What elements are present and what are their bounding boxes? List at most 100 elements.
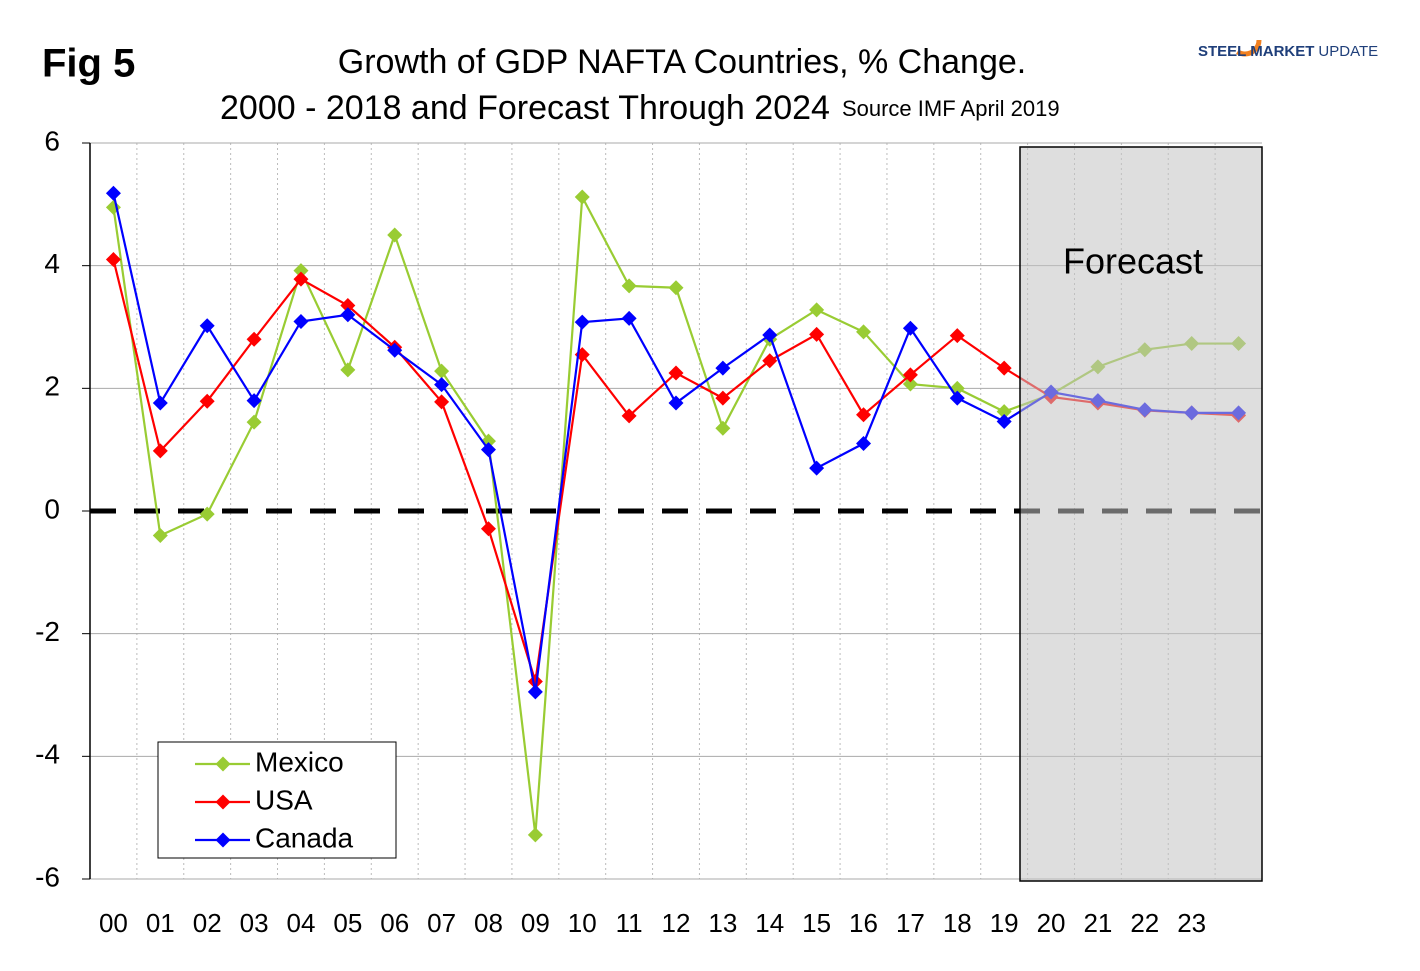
x-tick-label: 15 [802,908,831,938]
point [668,395,684,411]
point [902,367,918,383]
point [340,307,356,323]
point [105,185,121,201]
x-tick-label: 20 [1037,908,1066,938]
point [527,684,543,700]
point [809,302,825,318]
point [621,310,637,326]
x-tick-label: 02 [193,908,222,938]
point [902,376,918,392]
x-tick-label: 10 [568,908,597,938]
point [152,528,168,544]
y-tick-label: 6 [44,125,60,156]
logo: STEEL MARKET UPDATE [1198,23,1378,60]
point [668,280,684,296]
point [199,506,215,522]
point [949,390,965,406]
point [246,331,262,347]
x-tick-label: 09 [521,908,550,938]
y-tick-label: 2 [44,371,60,402]
y-tick-label: 0 [44,493,60,524]
point [996,413,1012,429]
x-tick-label: 00 [99,908,128,938]
x-tick-label: 14 [755,908,784,938]
point [293,313,309,329]
point [856,436,872,452]
point [809,326,825,342]
subtitle-line: 2000 - 2018 and Forecast Through 2024 Sou… [220,89,1060,127]
x-tick-label: 01 [146,908,175,938]
y-tick-label: -6 [35,861,60,892]
point [856,407,872,423]
legend: Mexico USA Canada [157,741,397,859]
x-tick-label: 19 [990,908,1019,938]
point [668,365,684,381]
x-tick-label: 03 [240,908,269,938]
point [480,521,496,537]
logo-light: UPDATE [1318,43,1378,60]
x-tick-label: 22 [1130,908,1159,938]
chart-title: Growth of GDP NAFTA Countries, % Change. [338,43,1026,81]
point [480,442,496,458]
point [996,404,1012,420]
x-tick-label: 16 [849,908,878,938]
point [340,298,356,314]
point [105,252,121,268]
point [246,393,262,409]
point [574,314,590,330]
x-tick-label: 12 [662,908,691,938]
point [762,353,778,369]
point [387,342,403,358]
point [152,443,168,459]
logo-text: STEEL MARKET UPDATE [1198,43,1378,60]
x-tick-label: 06 [380,908,409,938]
point [715,390,731,406]
x-tick-label: 13 [708,908,737,938]
point [574,189,590,205]
point [434,394,450,410]
point [809,460,825,476]
x-tick-label: 07 [427,908,456,938]
point [902,320,918,336]
x-tick-label: 05 [333,908,362,938]
point [949,328,965,344]
point [199,393,215,409]
logo-swoosh [1228,23,1262,57]
legend-label: Canada [255,822,354,853]
legend-label: USA [255,784,313,815]
legend-marker [215,794,231,810]
point [762,327,778,343]
x-tick-label: 23 [1177,908,1206,938]
point [856,324,872,340]
fig-label: Fig 5 [42,42,135,86]
x-tick-label: 21 [1083,908,1112,938]
point [996,360,1012,376]
logo-bold: STEEL MARKET [1198,43,1314,60]
point [527,827,543,843]
point [246,414,262,430]
source: Source IMF April 2019 [842,96,1060,121]
y-tick-label: -2 [35,616,60,647]
point [340,362,356,378]
legend-marker [215,832,231,848]
x-tick-label: 17 [896,908,925,938]
y-tick-label: 4 [44,248,60,279]
legend-label: Mexico [255,746,344,777]
x-tick-label: 11 [616,908,643,938]
point [621,408,637,424]
x-tick-label: 18 [943,908,972,938]
forecast-box [1019,146,1263,882]
point [387,227,403,243]
y-tick-label: -4 [35,739,60,770]
point [293,271,309,287]
subtitle: 2000 - 2018 and Forecast Through 2024 [220,89,830,127]
point [434,363,450,379]
x-tick-label: 08 [474,908,503,938]
legend-box [157,741,397,859]
annotation: Forecast [1063,241,1203,282]
point [293,263,309,279]
point [152,395,168,411]
x-tick-label: 04 [286,908,315,938]
point [715,360,731,376]
